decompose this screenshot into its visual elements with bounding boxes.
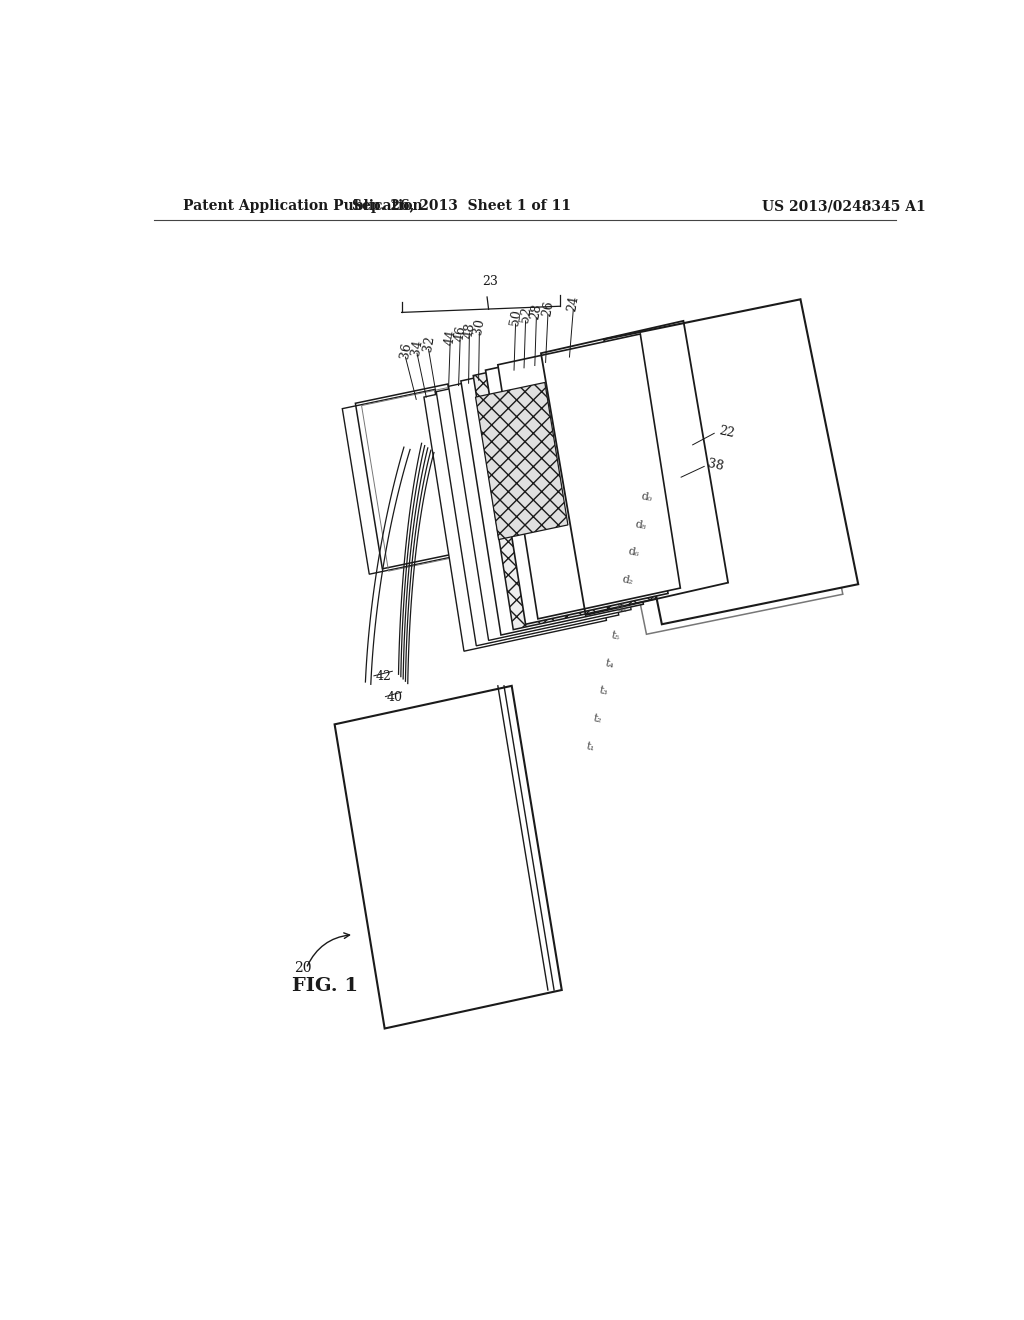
Text: 42: 42	[376, 671, 391, 684]
Polygon shape	[335, 686, 562, 1028]
Polygon shape	[475, 383, 568, 540]
Text: 26: 26	[540, 300, 556, 318]
Text: FIG. 1: FIG. 1	[292, 977, 358, 995]
Polygon shape	[485, 339, 668, 624]
Polygon shape	[449, 355, 631, 640]
Text: 20: 20	[294, 961, 311, 975]
Polygon shape	[436, 360, 618, 645]
Text: d₈: d₈	[634, 519, 647, 531]
Text: 28: 28	[528, 302, 544, 321]
Text: t₄: t₄	[604, 657, 615, 669]
Text: 36: 36	[397, 342, 414, 360]
Text: 46: 46	[453, 325, 468, 343]
Text: Sep. 26, 2013  Sheet 1 of 11: Sep. 26, 2013 Sheet 1 of 11	[352, 199, 571, 213]
Polygon shape	[473, 345, 655, 630]
Text: Patent Application Publication: Patent Application Publication	[183, 199, 423, 213]
Text: t₁: t₁	[586, 741, 596, 752]
Text: t₃: t₃	[598, 685, 609, 697]
Text: 22: 22	[717, 424, 735, 440]
Text: 48: 48	[462, 321, 477, 339]
Text: d₀: d₀	[640, 491, 653, 503]
Text: 44: 44	[442, 329, 458, 347]
Polygon shape	[589, 309, 843, 635]
Text: 34: 34	[410, 338, 425, 356]
Text: t₅: t₅	[610, 630, 621, 642]
Text: 40: 40	[387, 690, 403, 704]
Polygon shape	[604, 300, 858, 624]
Text: t₂: t₂	[592, 713, 602, 725]
Text: 52: 52	[518, 306, 534, 323]
Text: d₆: d₆	[628, 546, 641, 558]
Text: 38: 38	[707, 457, 725, 473]
Polygon shape	[461, 350, 643, 635]
Text: US 2013/0248345 A1: US 2013/0248345 A1	[762, 199, 926, 213]
Text: 24: 24	[565, 294, 581, 312]
Text: d₄: d₄	[615, 602, 629, 614]
Text: 30: 30	[472, 317, 487, 335]
Text: 32: 32	[421, 334, 436, 352]
Text: 23: 23	[482, 275, 498, 288]
Text: d₂: d₂	[622, 574, 635, 586]
Polygon shape	[498, 334, 680, 619]
Text: 50: 50	[508, 309, 523, 327]
Polygon shape	[424, 367, 606, 651]
